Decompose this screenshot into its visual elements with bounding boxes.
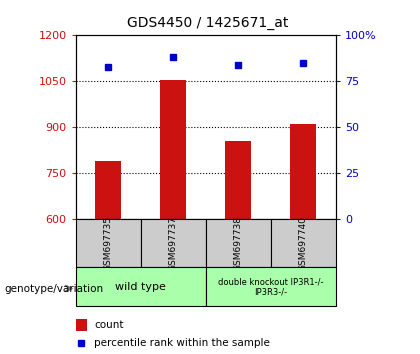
Text: percentile rank within the sample: percentile rank within the sample xyxy=(94,338,270,348)
Text: count: count xyxy=(94,320,124,330)
Text: double knockout IP3R1-/-
IP3R3-/-: double knockout IP3R1-/- IP3R3-/- xyxy=(218,277,324,296)
Text: GSM697738: GSM697738 xyxy=(234,216,243,271)
Bar xyxy=(76,319,87,331)
FancyBboxPatch shape xyxy=(271,219,336,267)
FancyBboxPatch shape xyxy=(206,219,271,267)
Bar xyxy=(225,141,251,219)
FancyBboxPatch shape xyxy=(206,267,336,306)
FancyBboxPatch shape xyxy=(141,219,206,267)
Text: genotype/variation: genotype/variation xyxy=(4,284,103,293)
FancyBboxPatch shape xyxy=(76,267,206,306)
Text: GSM697735: GSM697735 xyxy=(104,216,113,271)
Text: wild type: wild type xyxy=(115,282,166,292)
Bar xyxy=(160,80,186,219)
Bar xyxy=(290,124,316,219)
Bar xyxy=(95,161,121,219)
Text: GDS4450 / 1425671_at: GDS4450 / 1425671_at xyxy=(127,16,289,30)
FancyBboxPatch shape xyxy=(76,219,141,267)
Text: GSM697737: GSM697737 xyxy=(169,216,178,271)
Text: GSM697740: GSM697740 xyxy=(299,216,308,271)
